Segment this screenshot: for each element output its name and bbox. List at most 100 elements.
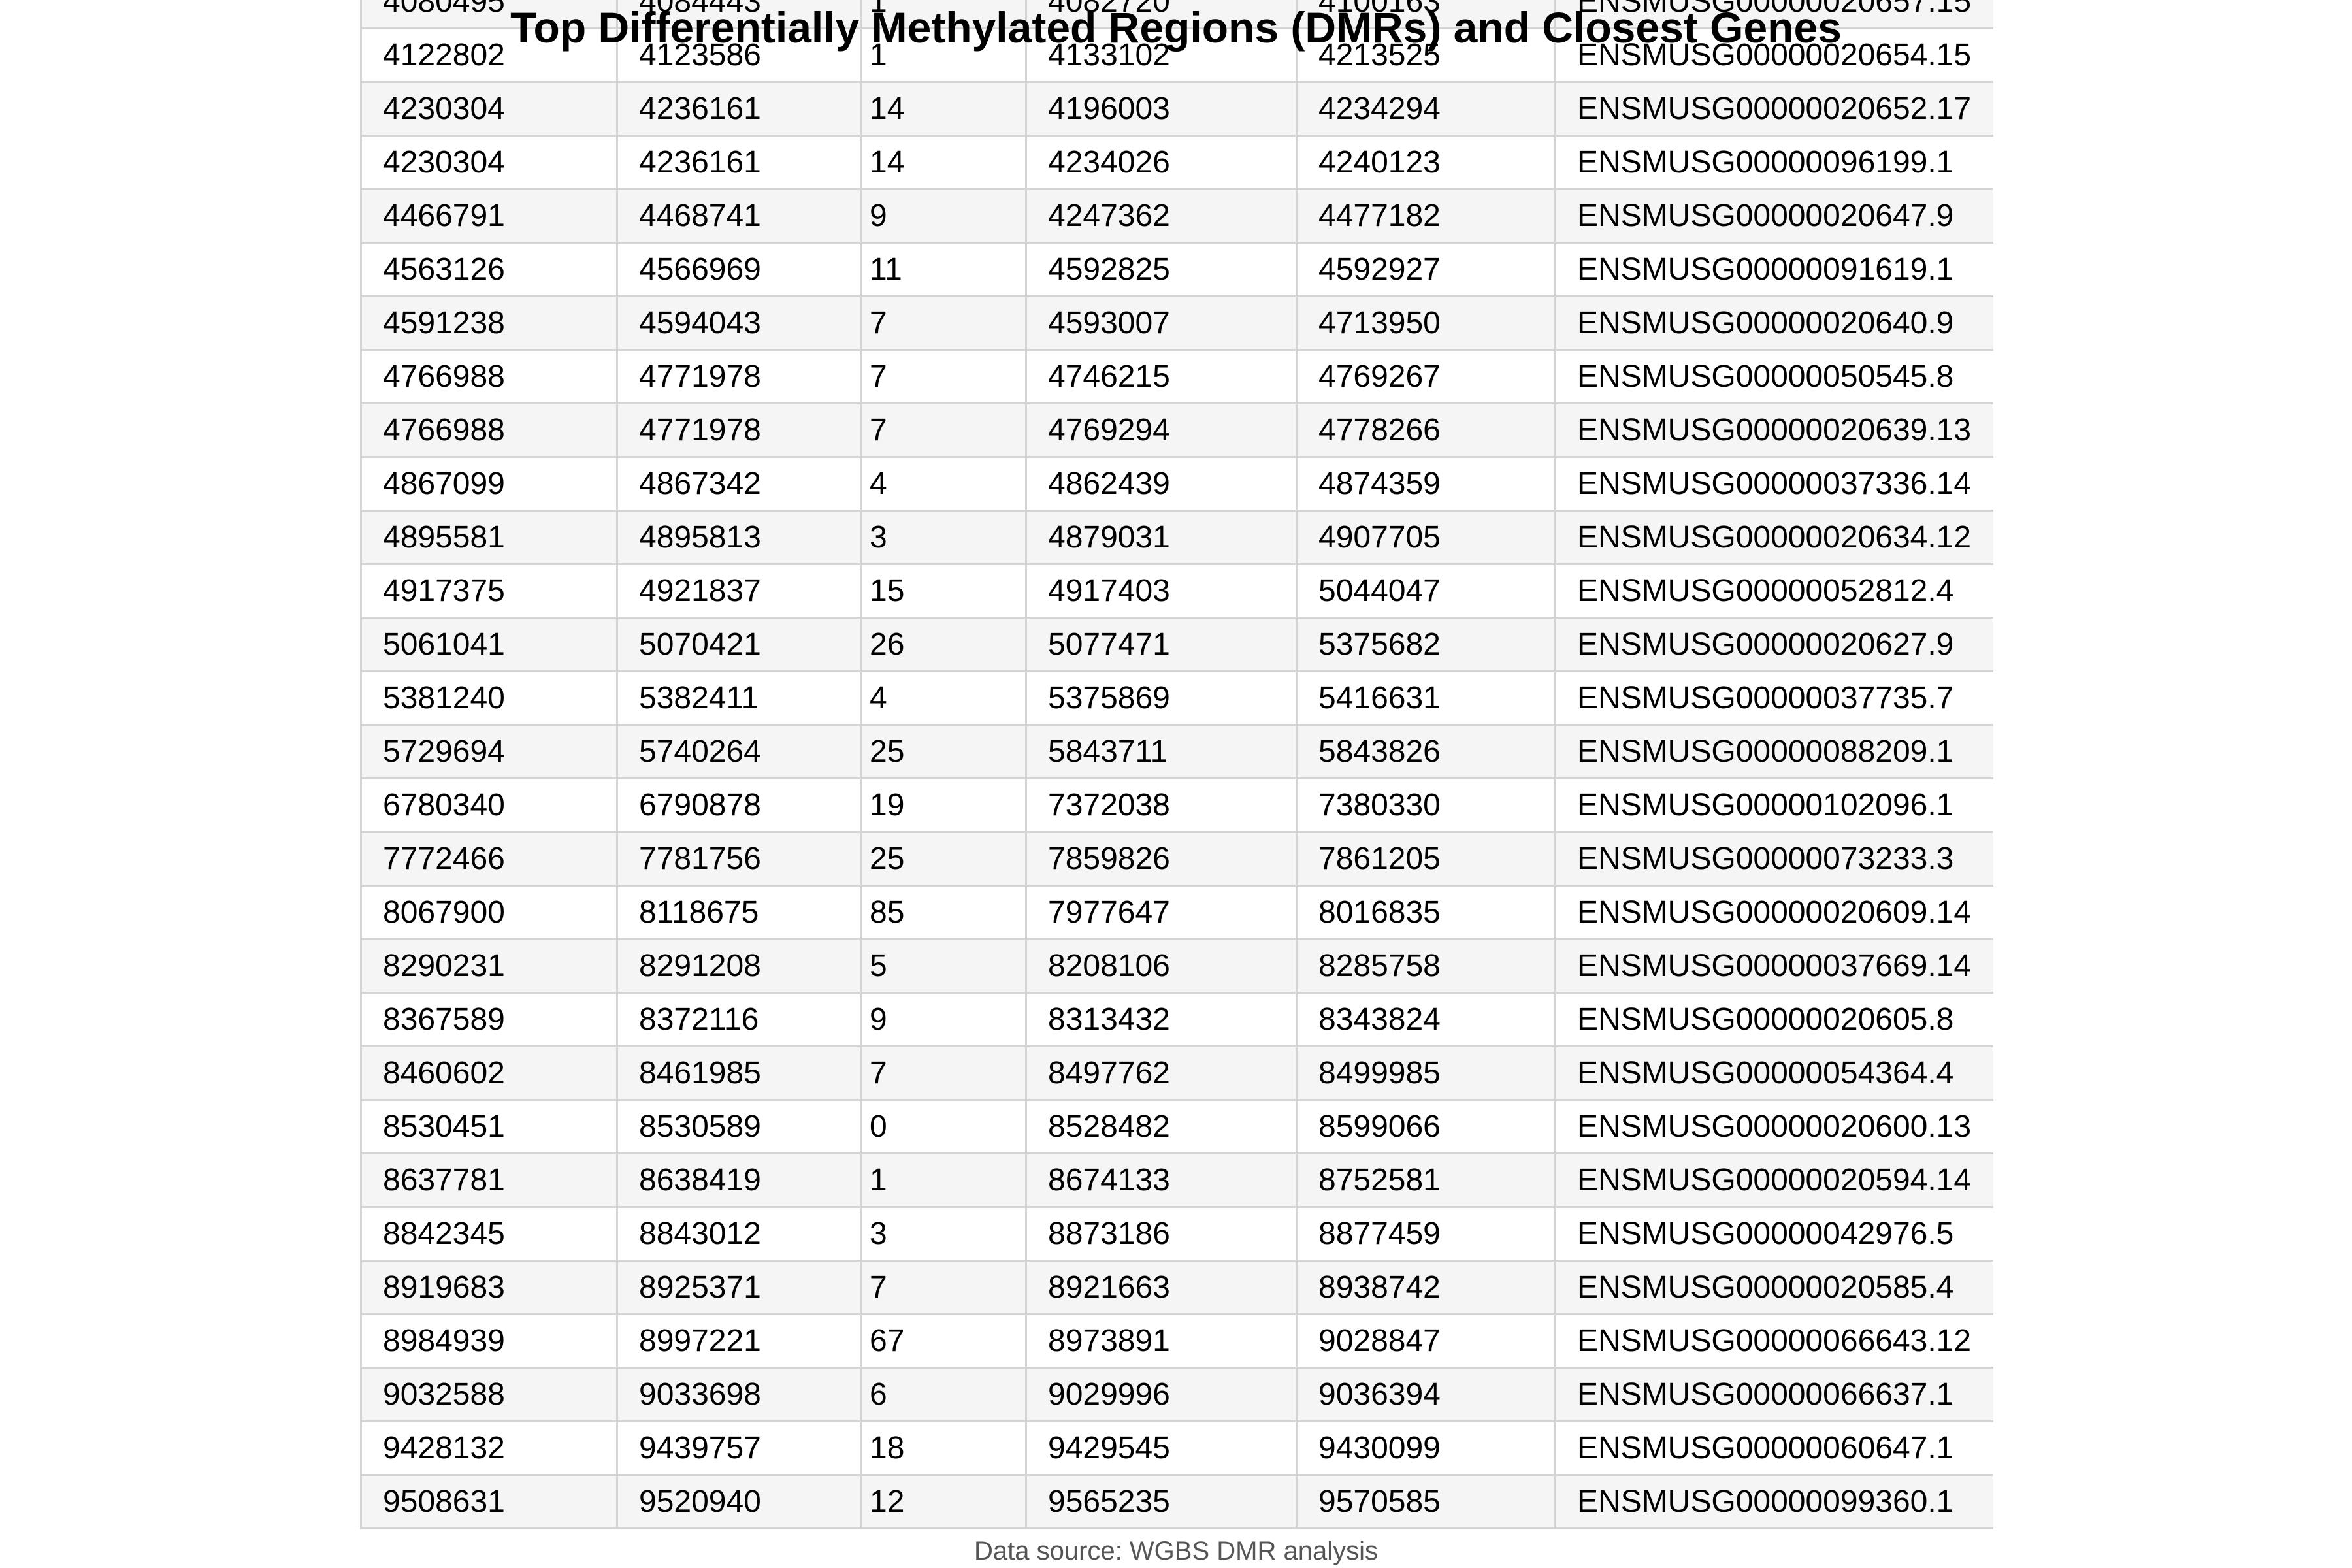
table-cell-gene-start: 7859826 [1025, 831, 1298, 887]
table-cell-gene-start: 9429545 [1025, 1420, 1298, 1476]
table-cell-dmr-n: 9 [860, 992, 1027, 1047]
table-cell-dmr-n: 7 [860, 295, 1027, 351]
table-cell-gene-end: 4907705 [1296, 510, 1556, 565]
table-cell-dmr-n: 12 [860, 1474, 1027, 1529]
table-cell-gene-end: 7380330 [1296, 777, 1556, 833]
table-cell-dmr-start: 4230304 [360, 135, 618, 190]
table-cell-gene-start: 8528482 [1025, 1099, 1298, 1154]
table-cell-gene-end: 4234294 [1296, 81, 1556, 137]
table-row: 5729694 5740264 25 5843711 5843826 ENSMUSG000… [360, 724, 1993, 779]
table-cell-dmr-end: 8925371 [616, 1260, 862, 1315]
table-cell-gene-end: 5375682 [1296, 617, 1556, 672]
table-cell-gene-start: 7372038 [1025, 777, 1298, 833]
table-cell-gene-end: 4874359 [1296, 456, 1556, 512]
table-cell-gene-end: 8285758 [1296, 938, 1556, 994]
table-cell-dmr-start: 5729694 [360, 724, 618, 779]
table-cell-dmr-start: 4591238 [360, 295, 618, 351]
table-cell-dmr-start: 9508631 [360, 1474, 618, 1529]
table-cell-gene-end: 4713950 [1296, 295, 1556, 351]
table-cell-dmr-end: 4771978 [616, 402, 862, 458]
table-cell-dmr-start: 4895581 [360, 510, 618, 565]
table-cell-dmr-end: 4921837 [616, 563, 862, 619]
table-cell-gene-id: ENSMUSG00000102096.1 [1554, 777, 1993, 833]
table-cell-dmr-n: 15 [860, 563, 1027, 619]
table-cell-gene-start: 7977647 [1025, 885, 1298, 940]
table-cell-gene-start: 4879031 [1025, 510, 1298, 565]
table-cell-gene-start: 5375869 [1025, 670, 1298, 726]
table-cell-gene-end: 9570585 [1296, 1474, 1556, 1529]
table-cell-gene-start: 8208106 [1025, 938, 1298, 994]
chart-title: Top Differentially Methylated Regions (D… [510, 3, 1842, 52]
table-cell-gene-end: 8752581 [1296, 1152, 1556, 1208]
table-cell-gene-start: 9565235 [1025, 1474, 1298, 1529]
table-row: 4917375 4921837 15 4917403 5044047 ENSMUSG000… [360, 563, 1993, 619]
table-row: 6780340 6790878 19 7372038 7380330 ENSMUSG000… [360, 777, 1993, 833]
table-cell-dmr-n: 1 [860, 1152, 1027, 1208]
table-cell-gene-end: 9430099 [1296, 1420, 1556, 1476]
table-row: 4230304 4236161 14 4196003 4234294 ENSMUSG000… [360, 81, 1993, 137]
table-cell-gene-start: 4593007 [1025, 295, 1298, 351]
table-cell-dmr-end: 4123586 [616, 27, 862, 83]
table-cell-dmr-n: 3 [860, 1206, 1027, 1262]
table-row: 5061041 5070421 26 5077471 5375682 ENSMUSG000… [360, 617, 1993, 672]
table-cell-gene-id: ENSMUSG00000020605.8 [1554, 992, 1993, 1047]
table-cell-dmr-end: 8843012 [616, 1206, 862, 1262]
table-cell-dmr-end: 4566969 [616, 242, 862, 297]
table-cell-dmr-end: 5382411 [616, 670, 862, 726]
table-cell-gene-end: 8599066 [1296, 1099, 1556, 1154]
table-cell-dmr-start: 8842345 [360, 1206, 618, 1262]
table-cell-dmr-start: 4466791 [360, 188, 618, 244]
table-cell-dmr-n: 7 [860, 1045, 1027, 1101]
table-cell-gene-end: 4240123 [1296, 135, 1556, 190]
table-cell-gene-id: ENSMUSG00000054364.4 [1554, 1045, 1993, 1101]
table-cell-gene-start: 5077471 [1025, 617, 1298, 672]
table-cell-gene-start: 4917403 [1025, 563, 1298, 619]
table-cell-dmr-start: 7772466 [360, 831, 618, 887]
table-cell-gene-start: 4234026 [1025, 135, 1298, 190]
table-cell-dmr-start: 8637781 [360, 1152, 618, 1208]
table-cell-gene-end: 4592927 [1296, 242, 1556, 297]
table-cell-dmr-n: 1 [860, 0, 1027, 29]
table-row: 8919683 8925371 7 8921663 8938742 ENSMUSG0000… [360, 1260, 1993, 1315]
table-cell-gene-id: ENSMUSG00000073233.3 [1554, 831, 1993, 887]
table-cell-dmr-end: 7781756 [616, 831, 862, 887]
table-cell-gene-end: 4778266 [1296, 402, 1556, 458]
table-cell-dmr-start: 4080495 [360, 0, 618, 29]
table-cell-dmr-n: 5 [860, 938, 1027, 994]
table-cell-dmr-end: 8372116 [616, 992, 862, 1047]
table-cell-gene-start: 4862439 [1025, 456, 1298, 512]
table-cell-dmr-n: 14 [860, 135, 1027, 190]
table-cell-dmr-start: 9428132 [360, 1420, 618, 1476]
table-cell-gene-end: 8938742 [1296, 1260, 1556, 1315]
table-cell-gene-id: ENSMUSG00000042976.5 [1554, 1206, 1993, 1262]
table-cell-gene-id: ENSMUSG00000020594.14 [1554, 1152, 1993, 1208]
table-cell-dmr-end: 9520940 [616, 1474, 862, 1529]
table-cell-gene-id: ENSMUSG00000020600.13 [1554, 1099, 1993, 1154]
table-cell-gene-start: 8313432 [1025, 992, 1298, 1047]
table-cell-dmr-start: 4122802 [360, 27, 618, 83]
table-cell-gene-start: 8973891 [1025, 1313, 1298, 1369]
table-cell-dmr-end: 8997221 [616, 1313, 862, 1369]
table-cell-dmr-start: 8290231 [360, 938, 618, 994]
table-cell-dmr-n: 7 [860, 1260, 1027, 1315]
table-cell-dmr-end: 8530589 [616, 1099, 862, 1154]
table-cell-dmr-start: 5061041 [360, 617, 618, 672]
table-row: 8067900 8118675 85 7977647 8016835 ENSMUSG000… [360, 885, 1993, 940]
table-cell-gene-start: 8674133 [1025, 1152, 1298, 1208]
table-cell-gene-start: 4133102 [1025, 27, 1298, 83]
table-cell-dmr-start: 4230304 [360, 81, 618, 137]
table-cell-gene-start: 4082720 [1025, 0, 1298, 29]
table-cell-gene-id: ENSMUSG00000066637.1 [1554, 1367, 1993, 1422]
table-cell-gene-id: ENSMUSG00000020640.9 [1554, 295, 1993, 351]
table-row: 8530451 8530589 0 8528482 8599066 ENSMUSG0000… [360, 1099, 1993, 1154]
table-cell-gene-id: ENSMUSG00000020585.4 [1554, 1260, 1993, 1315]
table-cell-dmr-end: 4084443 [616, 0, 862, 29]
table-cell-gene-id: ENSMUSG00000091619.1 [1554, 242, 1993, 297]
table-cell-dmr-n: 0 [860, 1099, 1027, 1154]
table-cell-gene-id: ENSMUSG00000037336.14 [1554, 456, 1993, 512]
dmr-table-container: 4080495 4084443 1 4082720 4100163 ENSMUSG0000… [360, 0, 1993, 1568]
table-cell-dmr-start: 8984939 [360, 1313, 618, 1369]
table-cell-gene-start: 4769294 [1025, 402, 1298, 458]
table-cell-gene-end: 9028847 [1296, 1313, 1556, 1369]
table-cell-gene-id: ENSMUSG00000020634.12 [1554, 510, 1993, 565]
